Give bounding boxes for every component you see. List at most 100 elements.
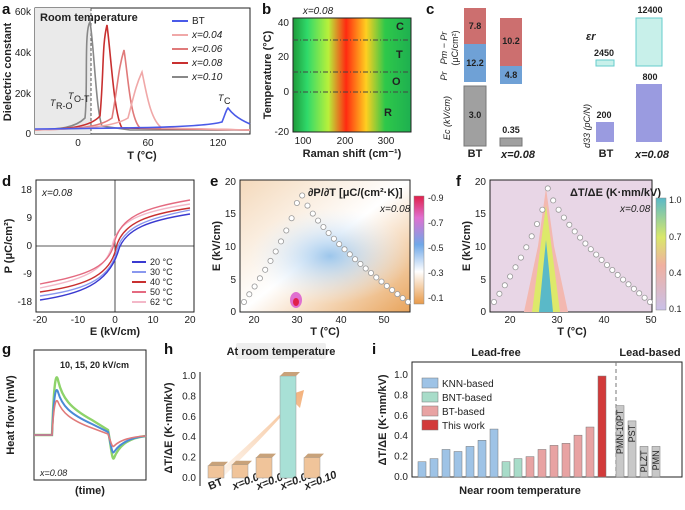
- heat-flow-20kv: [34, 376, 147, 460]
- x-tick: -20: [33, 315, 48, 326]
- value-pm-x: 10.2: [502, 36, 520, 46]
- legend-item: BNT-based: [442, 393, 492, 404]
- y-axis-label: Dielectric constant: [2, 22, 14, 121]
- x-tick: 60: [142, 138, 154, 149]
- boundary-point: [346, 251, 353, 258]
- bar-pr-x: [500, 66, 522, 84]
- x-tick: 20: [184, 315, 196, 326]
- boundary-point: [517, 254, 524, 261]
- category-bt: BT: [468, 148, 483, 160]
- category-x: x=0.08: [634, 149, 670, 161]
- y-tick: 10: [475, 242, 487, 253]
- legend-item: x=0.08: [191, 58, 223, 69]
- panel-title: Room temperature: [40, 12, 138, 24]
- value-pr-x: 4.8: [505, 70, 518, 80]
- legend-item: x=0.06: [191, 44, 223, 55]
- y-tick: 20k: [15, 89, 32, 100]
- boundary-point: [357, 260, 364, 267]
- boundary-point: [315, 217, 322, 224]
- y-tick: 40: [278, 18, 290, 29]
- bar-top: [280, 372, 300, 376]
- label-ec: Ec (kV/cm): [442, 96, 452, 140]
- y-ticks: 0.0 0.2 0.4 0.6 0.8 1.0: [182, 371, 196, 484]
- panel-g: g 10, 15, 20 kV/cm x=0.08 (time) Heat fl…: [2, 341, 147, 497]
- value-d33-bt: 200: [596, 110, 611, 120]
- bar: [537, 449, 547, 478]
- y-tick: 10: [225, 242, 237, 253]
- y-tick: 9: [26, 213, 32, 224]
- y-tick: 5: [230, 275, 236, 286]
- y-tick: 1.0: [182, 371, 196, 382]
- panel-b: b x=0.08 C T O R -20 0 20 40 100 200 300…: [262, 1, 412, 160]
- panel-f: f ΔT/ΔE (K·mm/kV) x=0.08 1.0 0.7 0.4 0.1…: [456, 173, 682, 338]
- y-tick: 0.0: [394, 472, 408, 483]
- y-tick: 15: [475, 209, 487, 220]
- bars: BT x=0.04x=0.06x=0.08x=0.10: [207, 372, 339, 493]
- y-tick: 0.6: [182, 412, 196, 423]
- panel-title: ΔT/ΔE (K·mm/kV): [570, 187, 661, 199]
- tag: x=0.08: [41, 188, 73, 199]
- x-tick: 300: [378, 136, 395, 147]
- bar: [417, 461, 427, 478]
- bar: [573, 434, 583, 478]
- category-x: x=0.08: [500, 149, 536, 161]
- boundary-point: [288, 215, 295, 222]
- legend-item: x=0.10: [191, 72, 223, 83]
- y-tick: 20: [225, 177, 237, 188]
- cbar-tick: -0.3: [428, 268, 444, 278]
- boundary-point: [609, 266, 616, 273]
- y-tick: 1.0: [394, 370, 408, 381]
- boundary-point: [404, 298, 411, 305]
- bar-pm-bt: [464, 8, 486, 44]
- boundary-point: [330, 235, 337, 242]
- y-axis-label: E (kV/cm): [461, 221, 473, 271]
- boundary-point: [309, 210, 316, 217]
- cbar-tick: 1.0: [669, 195, 682, 205]
- panel-letter: a: [2, 1, 11, 18]
- y-tick: -18: [18, 297, 33, 308]
- y-tick: 40k: [15, 48, 32, 59]
- boundary-point: [293, 199, 300, 206]
- y-tick: 0: [283, 87, 289, 98]
- boundary-point: [604, 261, 611, 268]
- boundary-point: [593, 251, 600, 258]
- heatmap: [489, 179, 653, 313]
- annot-tro: T: [50, 98, 57, 108]
- y-tick: 18: [21, 185, 33, 196]
- legend-item: 40 °C: [150, 277, 173, 287]
- boundary-point: [582, 240, 589, 247]
- panel-title: x=0.08: [302, 6, 334, 17]
- bar-label: PMN: [651, 450, 661, 470]
- annot-tot: T: [68, 91, 75, 101]
- bar: [513, 458, 523, 478]
- legend-item: x=0.04: [191, 30, 223, 41]
- y-tick: -9: [23, 269, 32, 280]
- phase-label: O: [392, 76, 401, 88]
- heat-flow-15kv: [34, 389, 147, 454]
- bar: [501, 461, 511, 478]
- boundary-point: [528, 233, 535, 240]
- title-strip: [236, 343, 326, 359]
- panel-letter: b: [262, 1, 271, 18]
- bar: [651, 446, 661, 478]
- bar-eps-bt: [595, 59, 615, 67]
- boundary-point: [373, 274, 380, 281]
- bar: [639, 446, 649, 478]
- phase-label: T: [396, 49, 403, 61]
- boundary-point: [283, 227, 290, 234]
- legend-item: BT-based: [442, 407, 485, 418]
- bar-label: PST: [627, 424, 637, 442]
- boundary-point: [394, 291, 401, 298]
- boundary-point: [352, 256, 359, 263]
- boundary-point: [566, 221, 573, 228]
- value-eps-bt: 2450: [594, 48, 614, 58]
- bar-top: [232, 460, 252, 465]
- boundary-point: [362, 265, 369, 272]
- phase-label: C: [396, 21, 404, 33]
- tag: x=0.08: [619, 204, 651, 215]
- x-tick: 20: [248, 315, 260, 326]
- bar: [489, 428, 499, 478]
